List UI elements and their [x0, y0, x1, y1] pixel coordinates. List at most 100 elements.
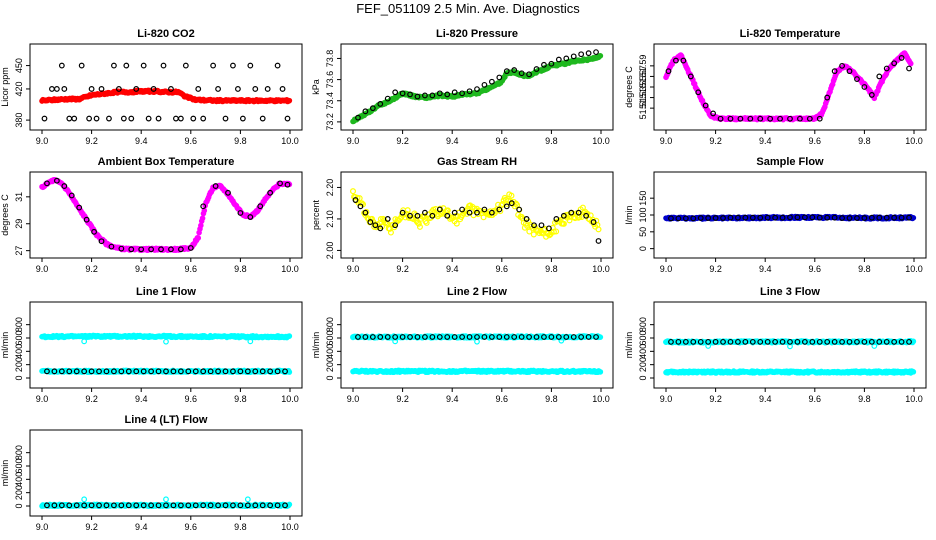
panel-title: Line 2 Flow — [447, 286, 507, 298]
data-point — [444, 91, 451, 98]
series-1-sec — [350, 52, 604, 125]
x-tick-label: 9.6 — [496, 264, 509, 274]
data-point — [526, 71, 532, 78]
data-point — [41, 115, 48, 122]
data-point — [597, 52, 604, 59]
data-point — [163, 496, 169, 503]
data-point — [414, 93, 421, 100]
x-tick-label: 9.0 — [660, 136, 673, 146]
panel-4: Ambient Box Temperature degrees C 9.0 9.2 9.… — [0, 156, 303, 274]
data-point — [910, 369, 917, 375]
x-tick-label: 9.2 — [709, 136, 722, 146]
y-tick-label: 420 — [14, 81, 24, 96]
data-point — [548, 60, 555, 67]
x-tick-label: 9.4 — [759, 394, 772, 404]
x-tick-label: 10.0 — [592, 136, 610, 146]
y-axis-label: degrees C — [624, 66, 634, 108]
x-tick-label: 9.6 — [185, 264, 198, 274]
data-point — [533, 66, 540, 72]
plot-frame — [29, 171, 303, 259]
x-tick-label: 9.0 — [36, 136, 49, 146]
data-point — [578, 51, 585, 58]
y-tick-label: 51.53 — [638, 86, 648, 109]
x-tick-label: 9.8 — [858, 264, 871, 274]
x-tick-label: 9.2 — [85, 394, 98, 404]
y-tick-label: 800 — [14, 445, 24, 460]
x-tick-label: 9.4 — [135, 522, 148, 532]
data-point — [286, 369, 293, 375]
series-2-5-min-ave — [41, 62, 291, 122]
x-tick-label: 9.0 — [347, 264, 360, 274]
data-point — [123, 62, 130, 69]
x-tick-label: 9.0 — [36, 522, 49, 532]
data-point — [215, 86, 221, 92]
x-tick-label: 9.2 — [85, 264, 98, 274]
plot-frame — [340, 301, 614, 389]
data-point — [907, 60, 914, 67]
series-spikes — [81, 496, 251, 503]
x-tick-label: 9.8 — [234, 136, 247, 146]
x-tick-label: 9.2 — [85, 136, 98, 146]
x-tick-label: 9.8 — [545, 394, 558, 404]
data-point — [595, 226, 602, 233]
x-tick-label: 9.8 — [545, 264, 558, 274]
y-tick-label: 51.57 — [638, 65, 648, 88]
data-point — [459, 90, 466, 97]
data-point — [451, 89, 458, 96]
x-tick-label: 9.8 — [545, 136, 558, 146]
y-tick-label: 0 — [638, 246, 648, 251]
data-point — [168, 86, 174, 92]
panel-title: Line 4 (LT) Flow — [125, 414, 208, 426]
y-tick-label: 0 — [325, 375, 335, 380]
y-tick-label: 27 — [14, 246, 24, 256]
data-point — [436, 90, 443, 97]
y-tick-label: 0 — [14, 375, 24, 380]
data-point — [177, 115, 184, 122]
x-tick-label: 9.0 — [36, 394, 49, 404]
data-point — [61, 86, 68, 92]
x-tick-label: 9.0 — [36, 264, 49, 274]
y-axis-label: Licor ppm — [0, 67, 10, 107]
panel-6: Sample Flow l/min 9.0 9.2 9.4 9.6 9.8 10.0 0 50 10… — [624, 156, 927, 274]
series-2-5-min-ave — [355, 49, 599, 121]
data-point — [222, 115, 229, 122]
data-point — [58, 62, 65, 69]
x-tick-label: 10.0 — [592, 264, 610, 274]
x-tick-label: 9.0 — [660, 264, 673, 274]
data-point — [155, 115, 162, 122]
data-point — [244, 496, 251, 503]
data-point — [541, 61, 547, 68]
data-point — [88, 86, 95, 92]
x-tick-label: 9.0 — [660, 394, 673, 404]
data-point — [362, 108, 369, 115]
x-tick-label: 9.2 — [85, 522, 98, 532]
x-tick-label: 10.0 — [905, 136, 923, 146]
data-point — [284, 115, 291, 122]
data-point — [876, 73, 883, 80]
y-tick-label: 51.51 — [638, 97, 648, 120]
data-point — [555, 56, 562, 63]
y-axis-label: ml/min — [311, 332, 321, 359]
data-point — [259, 115, 266, 122]
series-1-sec — [39, 176, 293, 254]
data-point — [115, 86, 122, 92]
panel-3: Li-820 Temperature degrees C 9.0 9.2 9.4 9.6 9… — [624, 28, 927, 146]
data-point — [140, 62, 147, 69]
data-point — [190, 115, 197, 122]
y-tick-label: 29 — [14, 219, 24, 229]
series-2-5-min-ave — [352, 197, 602, 244]
x-tick-label: 9.2 — [396, 264, 409, 274]
x-tick-label: 10.0 — [281, 522, 299, 532]
panel-title: Li-820 Temperature — [740, 28, 841, 40]
data-point — [906, 65, 912, 72]
data-point — [93, 115, 100, 122]
plot-frame — [340, 43, 614, 131]
figure-title: FEF_051109 2.5 Min. Ave. Diagnostics — [356, 1, 580, 16]
x-tick-label: 9.6 — [185, 394, 198, 404]
data-point — [71, 115, 78, 122]
data-point — [53, 86, 60, 92]
data-point — [106, 115, 112, 122]
data-point — [570, 53, 577, 60]
data-point — [474, 338, 480, 345]
data-point — [163, 338, 169, 345]
